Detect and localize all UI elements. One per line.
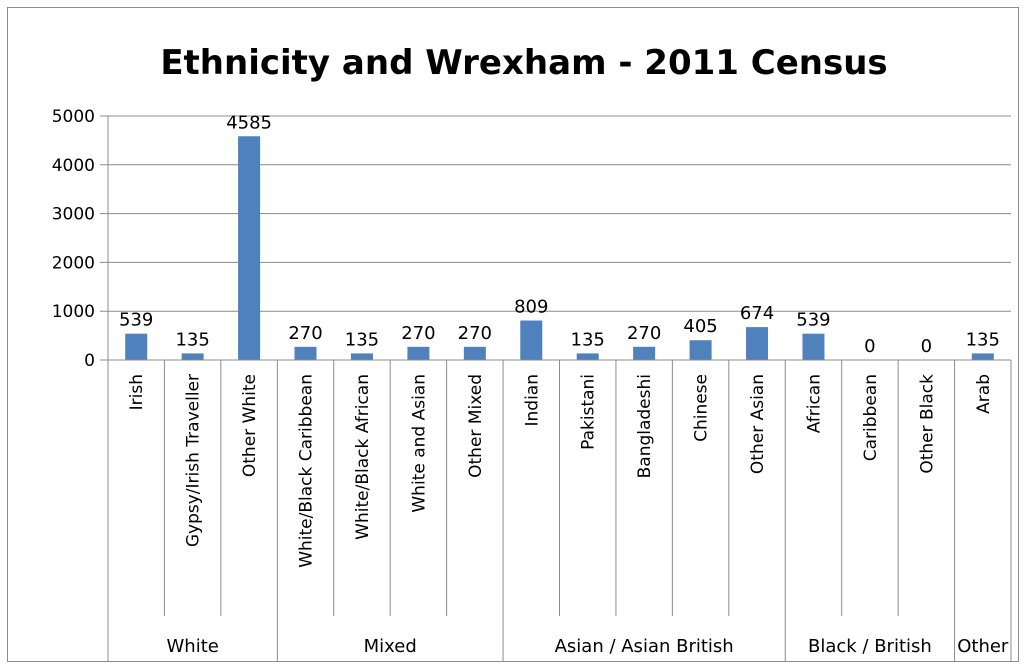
- bar: [689, 340, 712, 360]
- category-label: Irish: [127, 374, 147, 410]
- y-tick-label: 4000: [52, 156, 95, 176]
- bar: [576, 353, 599, 360]
- bar: [407, 346, 430, 360]
- bar: [633, 346, 656, 360]
- chart-frame: Ethnicity and Wrexham - 2011 Census 0 100…: [7, 7, 1019, 662]
- y-tick-label: 5000: [52, 107, 95, 127]
- category-label: Indian: [522, 374, 542, 427]
- category-label: Other White: [240, 374, 260, 477]
- bar: [238, 136, 261, 360]
- group-label: Mixed: [364, 636, 417, 657]
- data-label: 270: [401, 323, 435, 344]
- category-label: Chinese: [692, 374, 712, 442]
- data-label: 135: [345, 329, 379, 350]
- data-label: 270: [627, 323, 661, 344]
- bar: [802, 333, 825, 360]
- data-label: 809: [514, 297, 548, 318]
- category-label: African: [804, 374, 824, 433]
- data-label: 405: [683, 316, 717, 337]
- bar: [125, 333, 148, 360]
- data-label: 4585: [226, 112, 272, 133]
- data-label: 539: [796, 310, 830, 331]
- y-tick-label: 1000: [52, 302, 95, 322]
- data-label: 0: [864, 336, 875, 357]
- category-label: Arab: [974, 374, 994, 414]
- category-label: Other Mixed: [466, 374, 486, 478]
- bar: [746, 327, 769, 360]
- group-label: Asian / Asian British: [555, 636, 734, 657]
- category-label: Caribbean: [861, 374, 881, 461]
- category-label: Pakistani: [579, 374, 599, 450]
- category-label: Bangladeshi: [635, 374, 655, 478]
- bar: [463, 346, 486, 360]
- category-label: White/Black Caribbean: [297, 374, 317, 568]
- data-label: 135: [571, 329, 605, 350]
- data-label: 270: [458, 323, 492, 344]
- y-tick-label: 3000: [52, 205, 95, 225]
- bar: [294, 346, 317, 360]
- y-tick-label: 2000: [52, 253, 95, 273]
- gridlines: [100, 115, 1011, 361]
- category-label: Other Black: [917, 374, 937, 474]
- chart-svg: Ethnicity and Wrexham - 2011 Census 0 100…: [52, 43, 1012, 661]
- bar: [520, 320, 543, 360]
- category-label: Gypsy/Irish Traveller: [184, 374, 204, 547]
- data-label: 539: [119, 310, 153, 331]
- category-label: Other Asian: [748, 374, 768, 474]
- category-label: White and Asian: [409, 374, 429, 513]
- y-tick-label: 0: [84, 351, 95, 371]
- chart-title: Ethnicity and Wrexham - 2011 Census: [160, 43, 887, 83]
- bars: 539 135 4585 270 135 270 270 809 135 270 405 674 539…: [119, 112, 1000, 360]
- data-label: 0: [921, 336, 932, 357]
- bar: [181, 353, 204, 360]
- category-label: White/Black African: [353, 374, 373, 540]
- data-label: 135: [966, 329, 1000, 350]
- bar: [350, 353, 373, 360]
- group-label: Other: [957, 636, 1009, 657]
- data-label: 674: [740, 303, 774, 324]
- group-label: Black / British: [808, 636, 932, 657]
- data-label: 270: [288, 323, 322, 344]
- x-axis: Irish Gypsy/Irish Traveller Other White Whi…: [107, 359, 1012, 661]
- group-label: White: [166, 636, 218, 657]
- bar: [971, 353, 994, 360]
- y-axis: 0 1000 2000 3000 4000 5000: [52, 107, 109, 371]
- data-label: 135: [175, 329, 209, 350]
